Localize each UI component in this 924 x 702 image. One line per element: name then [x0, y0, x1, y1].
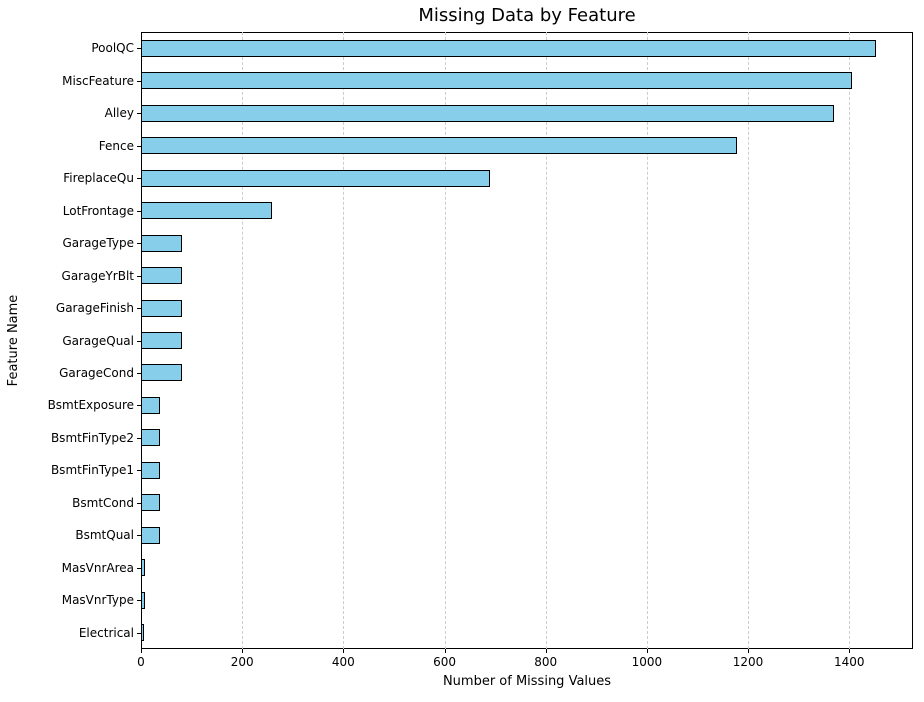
bar-alley	[141, 104, 834, 122]
y-tick-mark	[137, 600, 141, 602]
y-tick-label: GarageYrBlt	[61, 268, 134, 283]
bar-garagecond	[141, 364, 182, 382]
gridline-1200	[748, 32, 750, 649]
y-tick-label: Fence	[98, 138, 134, 153]
bar-miscfeature	[141, 72, 853, 90]
x-tick-mark	[444, 649, 446, 653]
bar-bsmtfintype1	[141, 461, 160, 479]
x-tick-mark	[646, 649, 648, 653]
y-tick-label: Electrical	[78, 625, 134, 640]
y-tick-mark	[137, 340, 141, 342]
x-tick-mark	[849, 649, 851, 653]
y-tick-mark	[137, 567, 141, 569]
y-tick-label: BsmtQual	[75, 528, 134, 543]
x-tick-mark	[141, 649, 142, 653]
bar-electrical	[141, 624, 144, 642]
y-tick-label: GarageCond	[59, 365, 134, 380]
chart-title: Missing Data by Feature	[418, 5, 636, 26]
bar-masvnrtype	[141, 591, 146, 609]
bar-bsmtfintype2	[141, 429, 161, 447]
x-tick-label: 1400	[833, 655, 865, 669]
y-tick-label: MasVnrArea	[61, 560, 134, 575]
bar-poolqc	[141, 39, 877, 57]
x-tick-label: 1000	[631, 655, 663, 669]
plot-area	[141, 32, 913, 649]
y-tick-mark	[137, 145, 141, 147]
y-tick-mark	[137, 405, 141, 407]
x-tick-mark	[748, 649, 750, 653]
y-tick-mark	[137, 470, 141, 472]
x-tick-label: 200	[230, 655, 254, 669]
y-tick-label: BsmtExposure	[47, 398, 134, 413]
gridline-600	[444, 32, 446, 649]
gridline-1000	[646, 32, 648, 649]
bar-lotfrontage	[141, 202, 273, 220]
bar-fence	[141, 137, 738, 155]
y-tick-mark	[137, 502, 141, 504]
y-tick-mark	[137, 437, 141, 439]
y-tick-label: BsmtFinType2	[50, 430, 134, 445]
gridline-400	[343, 32, 345, 649]
y-tick-mark	[137, 372, 141, 374]
y-tick-mark	[137, 80, 141, 82]
x-tick-label: 0	[137, 655, 145, 669]
bar-fireplacequ	[141, 169, 491, 187]
x-tick-label: 800	[534, 655, 558, 669]
y-tick-mark	[137, 275, 141, 277]
gridline-200	[242, 32, 244, 649]
y-tick-mark	[137, 243, 141, 245]
y-tick-mark	[137, 308, 141, 310]
y-tick-label: GarageQual	[62, 333, 134, 348]
bar-bsmtqual	[141, 526, 160, 544]
gridline-1400	[849, 32, 851, 649]
x-tick-mark	[545, 649, 547, 653]
gridline-800	[545, 32, 547, 649]
y-tick-mark	[137, 535, 141, 537]
x-tick-label: 400	[331, 655, 355, 669]
x-tick-label: 600	[433, 655, 456, 669]
y-tick-label: MasVnrType	[61, 593, 134, 608]
bar-garagetype	[141, 234, 182, 252]
x-tick-mark	[343, 649, 345, 653]
bar-garagefinish	[141, 299, 182, 317]
y-tick-label: BsmtCond	[72, 495, 134, 510]
bar-masvnrarea	[141, 559, 146, 577]
y-tick-mark	[137, 178, 141, 180]
y-tick-mark	[137, 48, 141, 50]
y-tick-mark	[137, 632, 141, 634]
y-tick-label: FireplaceQu	[63, 171, 134, 186]
bar-bsmtexposure	[141, 396, 161, 414]
y-tick-mark	[137, 210, 141, 212]
y-tick-label: GarageType	[62, 236, 134, 251]
bar-garagequal	[141, 332, 182, 349]
x-tick-mark	[242, 649, 244, 653]
x-axis-title: Number of Missing Values	[442, 674, 612, 689]
bar-garageyrblt	[141, 267, 182, 285]
y-tick-label: MiscFeature	[62, 73, 134, 88]
y-tick-label: Alley	[104, 106, 134, 121]
x-tick-label: 1200	[732, 655, 764, 669]
y-tick-label: LotFrontage	[62, 203, 134, 218]
bar-bsmtcond	[141, 494, 160, 512]
y-tick-mark	[137, 113, 141, 115]
y-tick-label: PoolQC	[91, 41, 134, 56]
y-tick-label: BsmtFinType1	[50, 463, 134, 478]
y-tick-label: GarageFinish	[55, 301, 134, 316]
